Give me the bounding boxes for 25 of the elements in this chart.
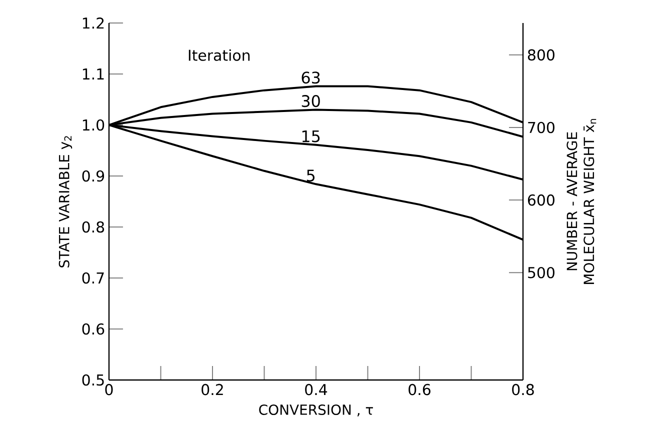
y-axis-title: STATE VARIABLE y$_{2}$ (58, 136, 72, 268)
y2-tick-label: 600 (528, 194, 554, 206)
x-tick-label: 0 (105, 384, 113, 396)
y-tick-label: 0.6 (82, 323, 104, 335)
y2-tick-label: 500 (528, 266, 554, 278)
x-axis-title: CONVERSION , τ (259, 404, 373, 416)
y-tick-label: 1.0 (82, 119, 104, 131)
y2-tick-label: 800 (528, 49, 554, 61)
series-label: 30 (302, 95, 320, 108)
y2-axis-title: NUMBER - AVERAGE MOLECULAR WEIGHT x̄$_{n}$ (566, 119, 596, 284)
x-tick-label: 0.6 (408, 384, 430, 396)
y-tick-label: 1.2 (82, 17, 104, 29)
series-label: 5 (306, 170, 315, 182)
x-tick-label: 0.8 (512, 384, 534, 396)
y2-tick-label: 700 (528, 122, 554, 134)
series-label: 63 (302, 72, 320, 84)
y-tick-label: 0.5 (82, 374, 104, 386)
x-tick-label: 0.2 (202, 384, 223, 396)
y-tick-label: 0.9 (82, 170, 104, 182)
y-tick-label: 1.1 (82, 68, 104, 80)
annotation: Iteration (188, 49, 250, 61)
series-label: 15 (302, 130, 320, 142)
x-tick-label: 0.4 (305, 384, 328, 396)
y-tick-label: 0.8 (82, 221, 104, 233)
y-tick-label: 0.7 (82, 272, 104, 284)
